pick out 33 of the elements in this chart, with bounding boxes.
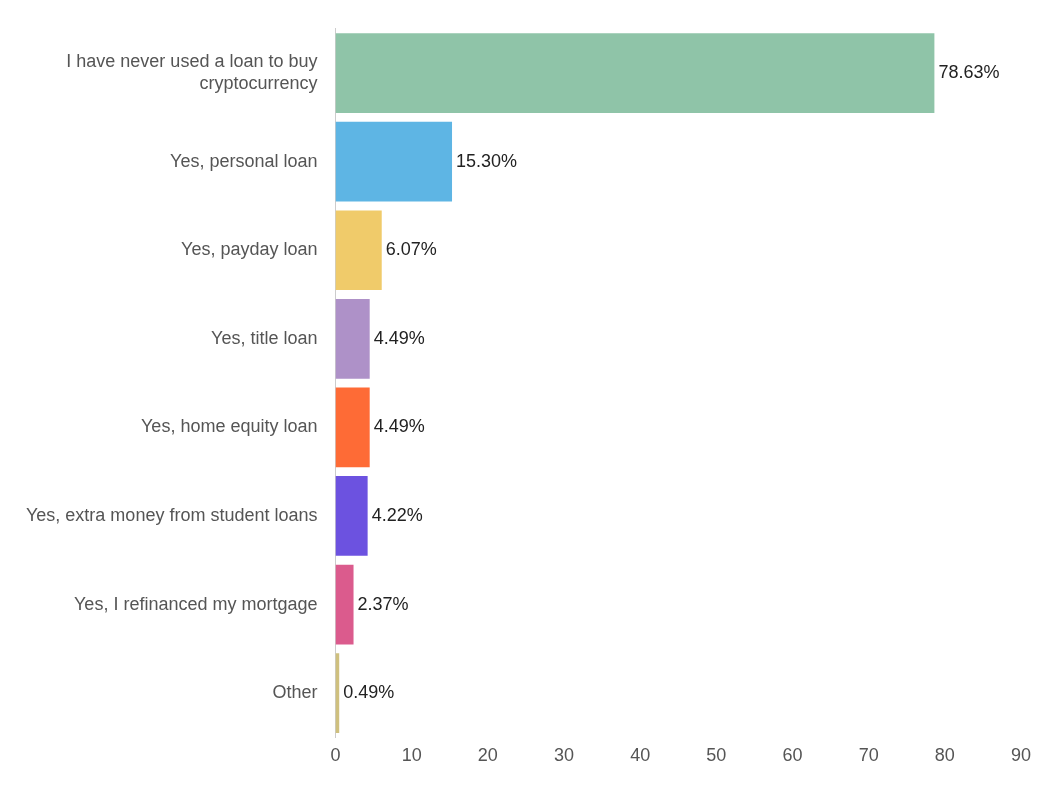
bar (335, 387, 370, 468)
x-tick-label: 40 (630, 745, 651, 766)
x-tick-label: 90 (1010, 745, 1032, 766)
y-tick-label: Yes, payday loan (181, 239, 318, 260)
y-tick-label: Other (272, 682, 318, 703)
y-tick-label: Yes, personal loan (170, 150, 318, 171)
bar (335, 564, 354, 645)
x-tick-label: 50 (706, 745, 727, 766)
data-label: 4.49% (373, 416, 425, 437)
data-label: 2.37% (357, 593, 409, 614)
bar (335, 210, 382, 291)
data-label: 0.49% (343, 682, 395, 703)
x-tick-label: 30 (553, 745, 575, 766)
y-tick-label: Yes, home equity loan (141, 416, 318, 437)
bar (335, 121, 453, 202)
x-tick-label: 60 (782, 745, 803, 766)
x-tick-label: 20 (477, 745, 498, 766)
bar (335, 298, 370, 379)
data-label: 4.22% (371, 504, 423, 525)
data-label: 4.49% (373, 327, 425, 348)
y-tick-label: Yes, I refinanced my mortgage (74, 593, 318, 614)
x-tick-label: 70 (858, 745, 879, 766)
y-tick-label: Yes, title loan (211, 327, 318, 348)
data-label: 6.07% (385, 239, 437, 260)
bar (335, 476, 368, 556)
x-tick-label: 80 (934, 745, 955, 766)
data-label: 78.63% (938, 62, 1000, 83)
x-tick-label: 0 (330, 745, 341, 766)
y-tick-label: I have never used a loan to buy cryptocurrency (66, 51, 318, 93)
data-label: 15.30% (456, 150, 518, 171)
y-tick-label: Yes, extra money from student loans (25, 504, 318, 525)
bar (335, 33, 935, 113)
x-tick-label: 10 (401, 745, 422, 766)
